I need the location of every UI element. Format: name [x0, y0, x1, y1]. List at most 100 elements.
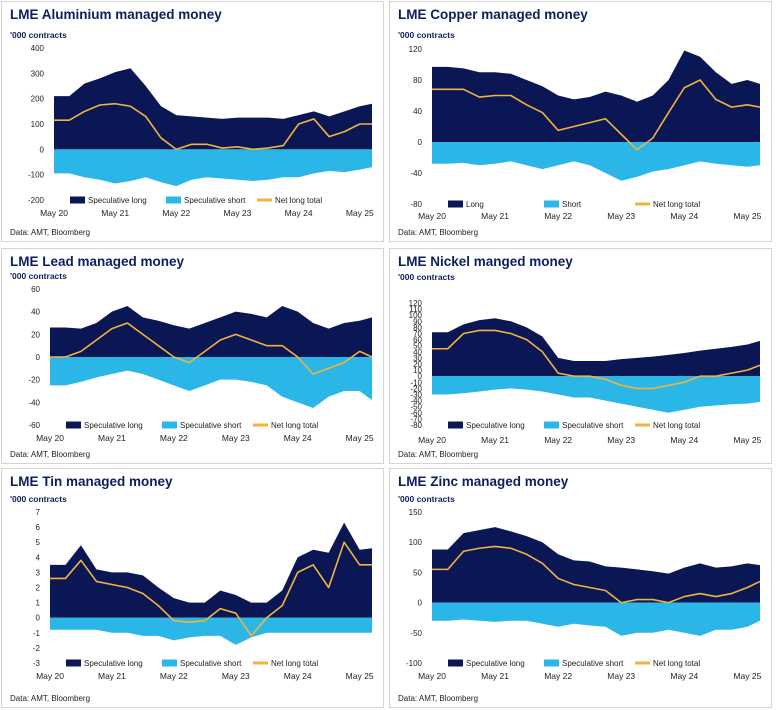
y-tick-label: 100 — [409, 311, 423, 320]
legend-label-long: Speculative long — [466, 659, 525, 668]
legend-swatch-short — [544, 659, 559, 667]
legend-label-long: Long — [466, 200, 484, 209]
legend-swatch-short — [166, 196, 181, 204]
x-tick-label: May 23 — [222, 671, 250, 681]
y-tick-label: 5 — [36, 538, 41, 547]
x-tick-label: May 24 — [670, 671, 698, 681]
y-tick-label: 0 — [40, 145, 45, 154]
series-area-short — [432, 142, 760, 181]
legend-swatch-net — [635, 661, 650, 665]
y-tick-label: -200 — [28, 196, 45, 205]
y-tick-label: 60 — [31, 285, 40, 294]
y-tick-label: -2 — [33, 644, 41, 653]
x-tick-label: May 24 — [670, 435, 698, 445]
y-tick-label: 0 — [418, 599, 423, 608]
x-tick-label: May 25 — [733, 671, 761, 681]
chart-panel-copper: -80 -40 0 40 80 120 May 20 May 21 May 22 May 23 Ma… — [389, 1, 772, 242]
x-tick-label: May 21 — [98, 433, 126, 443]
x-tick-label: May 25 — [346, 671, 374, 681]
source-note: Data: AMT, Bloomberg — [10, 450, 91, 459]
legend-swatch-long — [448, 200, 463, 208]
y-tick-label: -60 — [410, 409, 422, 418]
y-tick-label: 0 — [36, 614, 41, 623]
chart-nickel: -80-70-60-50-40-30-20-100102030405060708… — [409, 299, 762, 445]
legend-swatch-long — [448, 421, 463, 429]
y-tick-label: 300 — [31, 69, 45, 78]
legend-swatch-long — [66, 659, 81, 667]
series-area-short — [50, 617, 372, 645]
series-line-net-long — [432, 545, 761, 604]
series-area-long — [50, 522, 372, 618]
y-tick-label: 20 — [31, 330, 40, 339]
legend-swatch-long — [66, 421, 81, 429]
x-tick-label: May 20 — [36, 671, 64, 681]
x-tick-label: May 22 — [544, 671, 572, 681]
y-tick-label: -40 — [28, 398, 40, 407]
y-tick-label: 120 — [409, 45, 423, 54]
y-axis-unit-label: '000 contracts — [10, 30, 67, 40]
chart-title: LME Lead managed money — [10, 254, 185, 269]
y-tick-label: 20 — [413, 360, 422, 369]
y-tick-label: 110 — [409, 305, 422, 314]
x-tick-label: May 20 — [40, 208, 68, 218]
legend-label-short: Short — [562, 200, 582, 209]
chart-zinc: -100 -50 0 50 100 150 May 20 May 21 May 22 May 23… — [406, 508, 762, 681]
legend-label-net: Net long total — [653, 659, 700, 668]
y-tick-label: 40 — [413, 107, 422, 116]
chart-panel-zinc: -100 -50 0 50 100 150 May 20 May 21 May 22 May 23… — [389, 468, 772, 708]
y-tick-label: 4 — [36, 553, 41, 562]
x-tick-label: May 21 — [481, 435, 509, 445]
y-tick-label: 50 — [413, 568, 422, 577]
x-tick-label: May 25 — [733, 435, 761, 445]
y-tick-label: -3 — [33, 659, 41, 668]
y-tick-label: 100 — [409, 538, 423, 547]
y-tick-label: -80 — [410, 421, 422, 430]
legend-label-net: Net long total — [271, 421, 318, 430]
y-tick-label: 400 — [31, 44, 45, 53]
x-tick-label: May 25 — [346, 433, 374, 443]
y-tick-label: 0 — [418, 138, 423, 147]
series-line-net-long — [432, 329, 761, 390]
series-line-net-long — [50, 541, 372, 637]
y-tick-label: -20 — [28, 376, 40, 385]
x-tick-label: May 25 — [346, 208, 374, 218]
legend-swatch-net — [635, 202, 650, 206]
series-line-net-long — [50, 322, 373, 375]
legend-swatch-short — [162, 421, 177, 429]
legend-swatch-net — [253, 661, 268, 665]
x-tick-label: May 20 — [418, 211, 446, 221]
x-tick-label: May 23 — [224, 208, 252, 218]
y-tick-label: 7 — [36, 508, 41, 517]
y-tick-label: 30 — [413, 354, 422, 363]
y-tick-label: 70 — [413, 330, 422, 339]
legend-swatch-short — [544, 200, 559, 208]
y-axis-unit-label: '000 contracts — [398, 272, 455, 282]
y-tick-label: 40 — [413, 348, 422, 357]
legend-label-short: Speculative short — [180, 421, 242, 430]
x-tick-label: May 22 — [162, 208, 190, 218]
x-tick-label: May 23 — [607, 435, 635, 445]
y-tick-label: 6 — [36, 523, 41, 532]
y-tick-label: 200 — [31, 95, 45, 104]
series-area-long — [432, 318, 760, 377]
x-tick-label: May 21 — [481, 671, 509, 681]
y-tick-label: -50 — [410, 403, 422, 412]
x-tick-label: May 23 — [222, 433, 250, 443]
chart-title: LME Aluminium managed money — [10, 7, 222, 22]
chart-panel-lead: -60 -40 -20 0 20 40 60 May 20 May 21 May 22 May 23… — [1, 248, 384, 464]
y-tick-label: -60 — [28, 421, 40, 430]
legend-label-net: Net long total — [653, 200, 700, 209]
legend-swatch-net — [253, 423, 268, 427]
legend-label-short: Speculative short — [562, 421, 624, 430]
legend-label-long: Speculative long — [466, 421, 525, 430]
source-note: Data: AMT, Bloomberg — [398, 450, 479, 459]
series-line-net-long — [54, 102, 372, 151]
legend-swatch-net — [257, 198, 272, 202]
x-tick-label: May 22 — [544, 435, 572, 445]
y-tick-label: 120 — [409, 299, 423, 308]
series-area-short — [432, 602, 760, 636]
chart-aluminium: -200 -100 0 100 200 300 400 May 20 May 21 May 22 M… — [28, 44, 374, 218]
legend-swatch-net — [635, 423, 650, 427]
source-note: Data: AMT, Bloomberg — [398, 228, 479, 237]
x-tick-label: May 22 — [160, 671, 188, 681]
